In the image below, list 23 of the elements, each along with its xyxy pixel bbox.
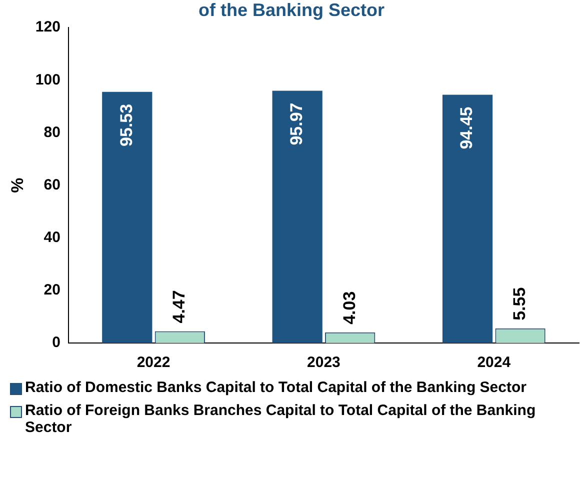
data-label: 95.53 — [116, 104, 136, 146]
data-label: 4.47 — [170, 290, 189, 324]
data-label: 4.03 — [340, 291, 359, 324]
y-tick-label: 0 — [52, 334, 60, 352]
y-tick-label: 80 — [44, 124, 60, 141]
bar — [442, 94, 493, 343]
data-label: 94.45 — [457, 106, 476, 150]
x-tick-label: 2024 — [477, 354, 512, 372]
y-tick-label: 20 — [44, 282, 60, 299]
y-tick-label: 40 — [44, 229, 60, 246]
y-tick-label: 120 — [35, 18, 60, 36]
legend-label: Ratio of Domestic Banks Capital to Total Capital of the Banking Sector — [25, 379, 526, 396]
y-tick-label: 60 — [44, 176, 60, 194]
data-label: 5.55 — [510, 287, 529, 320]
bar — [102, 92, 152, 343]
y-axis-title: % — [8, 178, 27, 193]
x-tick-label: 2023 — [307, 354, 340, 372]
data-label: 95.97 — [287, 102, 306, 146]
x-tick-label: 2022 — [136, 354, 170, 372]
chart-title: of the Banking Sector — [198, 0, 385, 20]
legend-label: Ratio of Foreign Banks Branches Capital to Total Capital of the Banking Sector — [25, 402, 537, 436]
bar — [272, 90, 322, 343]
y-tick-label: 100 — [35, 71, 60, 88]
